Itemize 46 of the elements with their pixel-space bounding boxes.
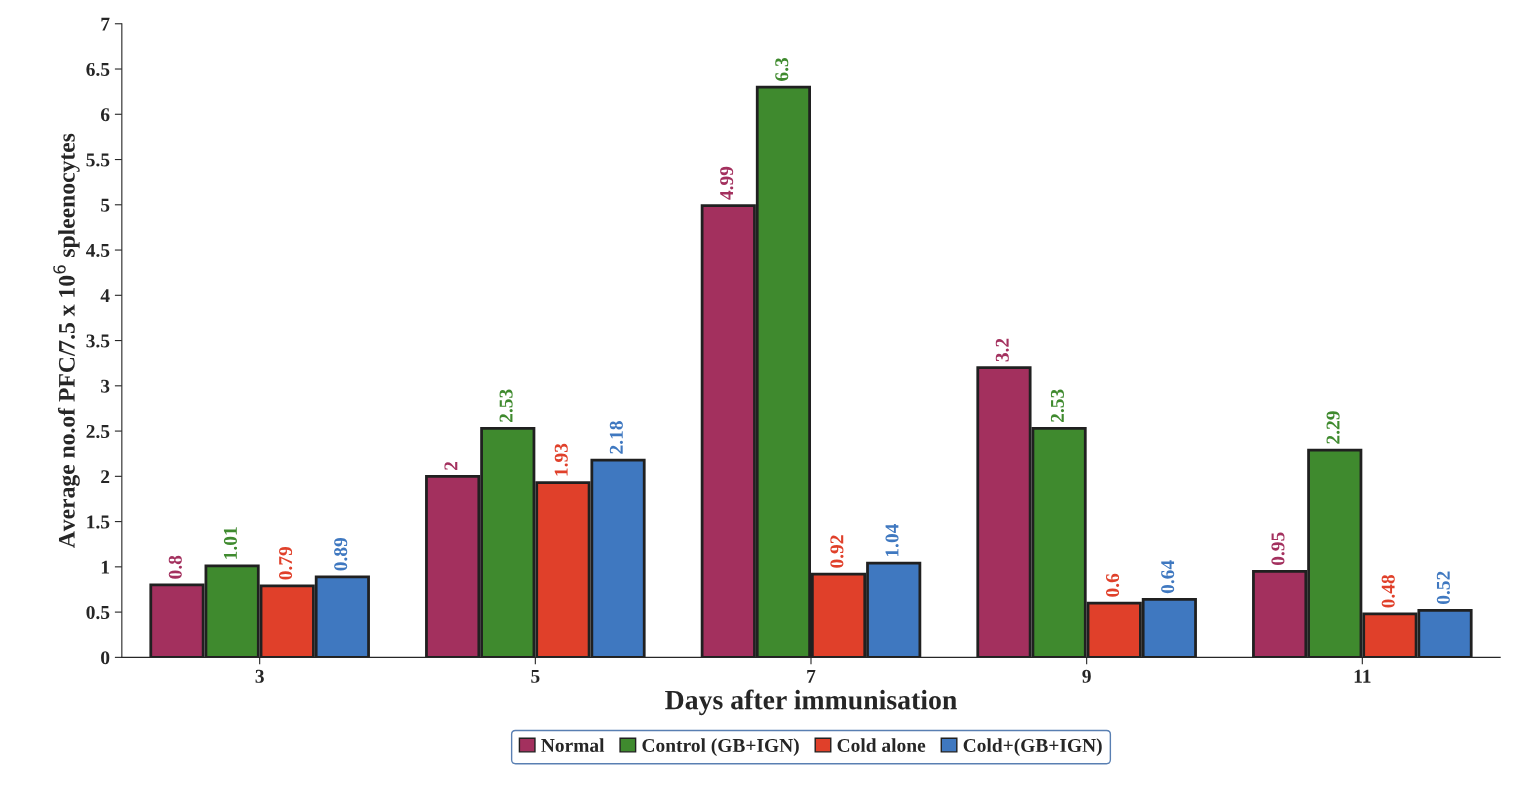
data-label: 2.18 <box>609 421 623 454</box>
data-label: 4.99 <box>720 166 734 200</box>
legend-label: Control (GB+IGN) <box>642 738 799 756</box>
legend-label: Cold+(GB+IGN) <box>963 738 1102 756</box>
data-label: 3.2 <box>995 338 1009 362</box>
x-axis-title: Days after immunisation <box>665 689 957 716</box>
y-tick-label: 3.5 <box>86 334 110 348</box>
y-tick-label: 1 <box>101 560 110 574</box>
data-label: 0.52 <box>1436 571 1450 604</box>
y-tick-label: 1.5 <box>87 515 110 529</box>
x-tick-label: 11 <box>1354 669 1371 683</box>
y-tick-label: 6 <box>100 108 110 122</box>
y-tick-label: 4.5 <box>86 243 110 258</box>
data-label: 0.8 <box>168 555 182 579</box>
data-label: 2.53 <box>499 389 513 422</box>
data-label: 0.79 <box>278 546 293 580</box>
data-label: 0.92 <box>830 535 844 568</box>
y-tick-label: 6.5 <box>86 62 110 77</box>
y-tick-label: 0.5 <box>86 605 110 620</box>
data-label: 1.01 <box>223 527 238 559</box>
legend-label: Cold alone <box>837 738 926 753</box>
y-tick-label: 2 <box>101 470 110 484</box>
legend-label: Normal <box>541 738 605 753</box>
data-label: 2.53 <box>1050 389 1065 422</box>
y-axis-title: Average no.of PFC/7.5 x 10$^{6}$ spleenocytes <box>53 133 80 548</box>
y-tick-label: 5 <box>101 198 110 212</box>
y-tick-label: 7 <box>101 17 110 31</box>
data-label: 0.89 <box>334 537 348 571</box>
data-label: 0.6 <box>1105 573 1120 597</box>
y-tick-label: 0 <box>101 651 110 665</box>
y-tick-label: 3 <box>101 379 110 393</box>
y-tick-label: 5.5 <box>86 153 110 167</box>
y-tick-label: 4 <box>100 289 110 303</box>
x-tick-label: 9 <box>1082 669 1091 683</box>
data-label: 2 <box>444 461 458 470</box>
data-label: 6.3 <box>775 57 789 81</box>
data-label: 2.29 <box>1326 411 1340 444</box>
data-label: 1.04 <box>885 524 899 557</box>
data-label: 0.48 <box>1381 574 1395 608</box>
data-label: 0.64 <box>1161 560 1175 594</box>
y-tick-label: 2.5 <box>86 424 110 439</box>
x-tick-label: 5 <box>531 669 540 683</box>
x-tick-label: 3 <box>255 669 264 683</box>
x-tick-label: 7 <box>807 669 816 683</box>
data-label: 0.95 <box>1271 532 1285 566</box>
data-label: 1.93 <box>554 443 568 476</box>
